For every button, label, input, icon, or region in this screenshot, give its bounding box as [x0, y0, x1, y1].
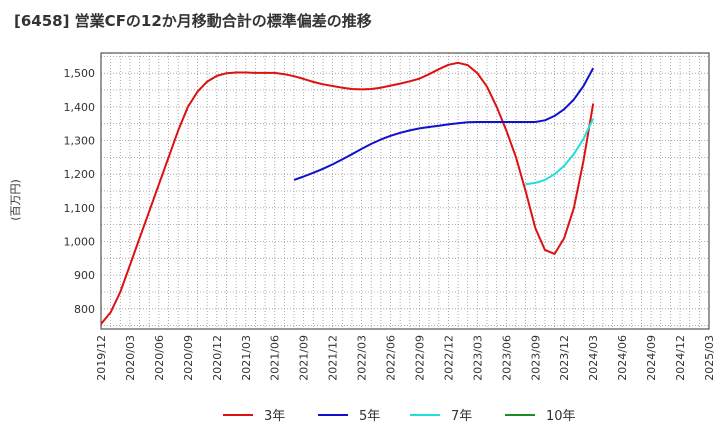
y-tick-label: 1,300	[64, 135, 96, 148]
y-tick-label: 1,000	[64, 235, 96, 248]
series-line-5年	[293, 67, 595, 181]
x-tick-label: 2021/12	[327, 335, 340, 381]
x-tick-label: 2020/09	[182, 335, 195, 381]
x-tick-label: 2025/03	[703, 335, 716, 381]
x-tick-label: 2022/03	[356, 335, 369, 381]
legend-label: 7年	[451, 409, 472, 424]
y-tick-label: 1,500	[64, 67, 96, 80]
series-line-7年	[525, 118, 595, 186]
series-line-3年	[100, 61, 595, 325]
x-tick-label: 2021/06	[269, 335, 282, 381]
y-tick-label: 900	[74, 269, 95, 282]
plot-frame	[100, 52, 710, 330]
x-tick-label: 2024/12	[674, 335, 687, 381]
legend-label: 5年	[359, 409, 380, 424]
x-tick-label: 2023/06	[500, 335, 513, 381]
chart-title: [6458] 営業CFの12か月移動合計の標準偏差の推移	[14, 12, 372, 30]
x-tick-label: 2020/12	[211, 335, 224, 381]
y-tick-label: 800	[74, 303, 95, 316]
x-tick-label: 2023/03	[471, 335, 484, 381]
x-tick-label: 2022/09	[413, 335, 426, 381]
x-tick-label: 2023/12	[558, 335, 571, 381]
legend-label: 3年	[264, 409, 285, 424]
x-tick-label: 2021/03	[240, 335, 253, 381]
x-tick-label: 2019/12	[95, 335, 108, 381]
x-tick-label: 2024/06	[616, 335, 629, 381]
y-tick-label: 1,400	[64, 101, 96, 114]
x-tick-label: 2020/03	[124, 335, 137, 381]
x-tick-label: 2022/12	[442, 335, 455, 381]
y-tick-label: 1,100	[64, 202, 96, 215]
y-tick-label: 1,200	[64, 168, 96, 181]
y-axis-label: (百万円)	[9, 179, 22, 221]
x-tick-label: 2023/09	[529, 335, 542, 381]
legend-label: 10年	[546, 409, 576, 424]
x-tick-label: 2022/06	[385, 335, 398, 381]
x-tick-label: 2024/03	[587, 335, 600, 381]
x-tick-label: 2021/09	[298, 335, 311, 381]
x-tick-label: 2024/09	[645, 335, 658, 381]
x-tick-label: 2020/06	[153, 335, 166, 381]
